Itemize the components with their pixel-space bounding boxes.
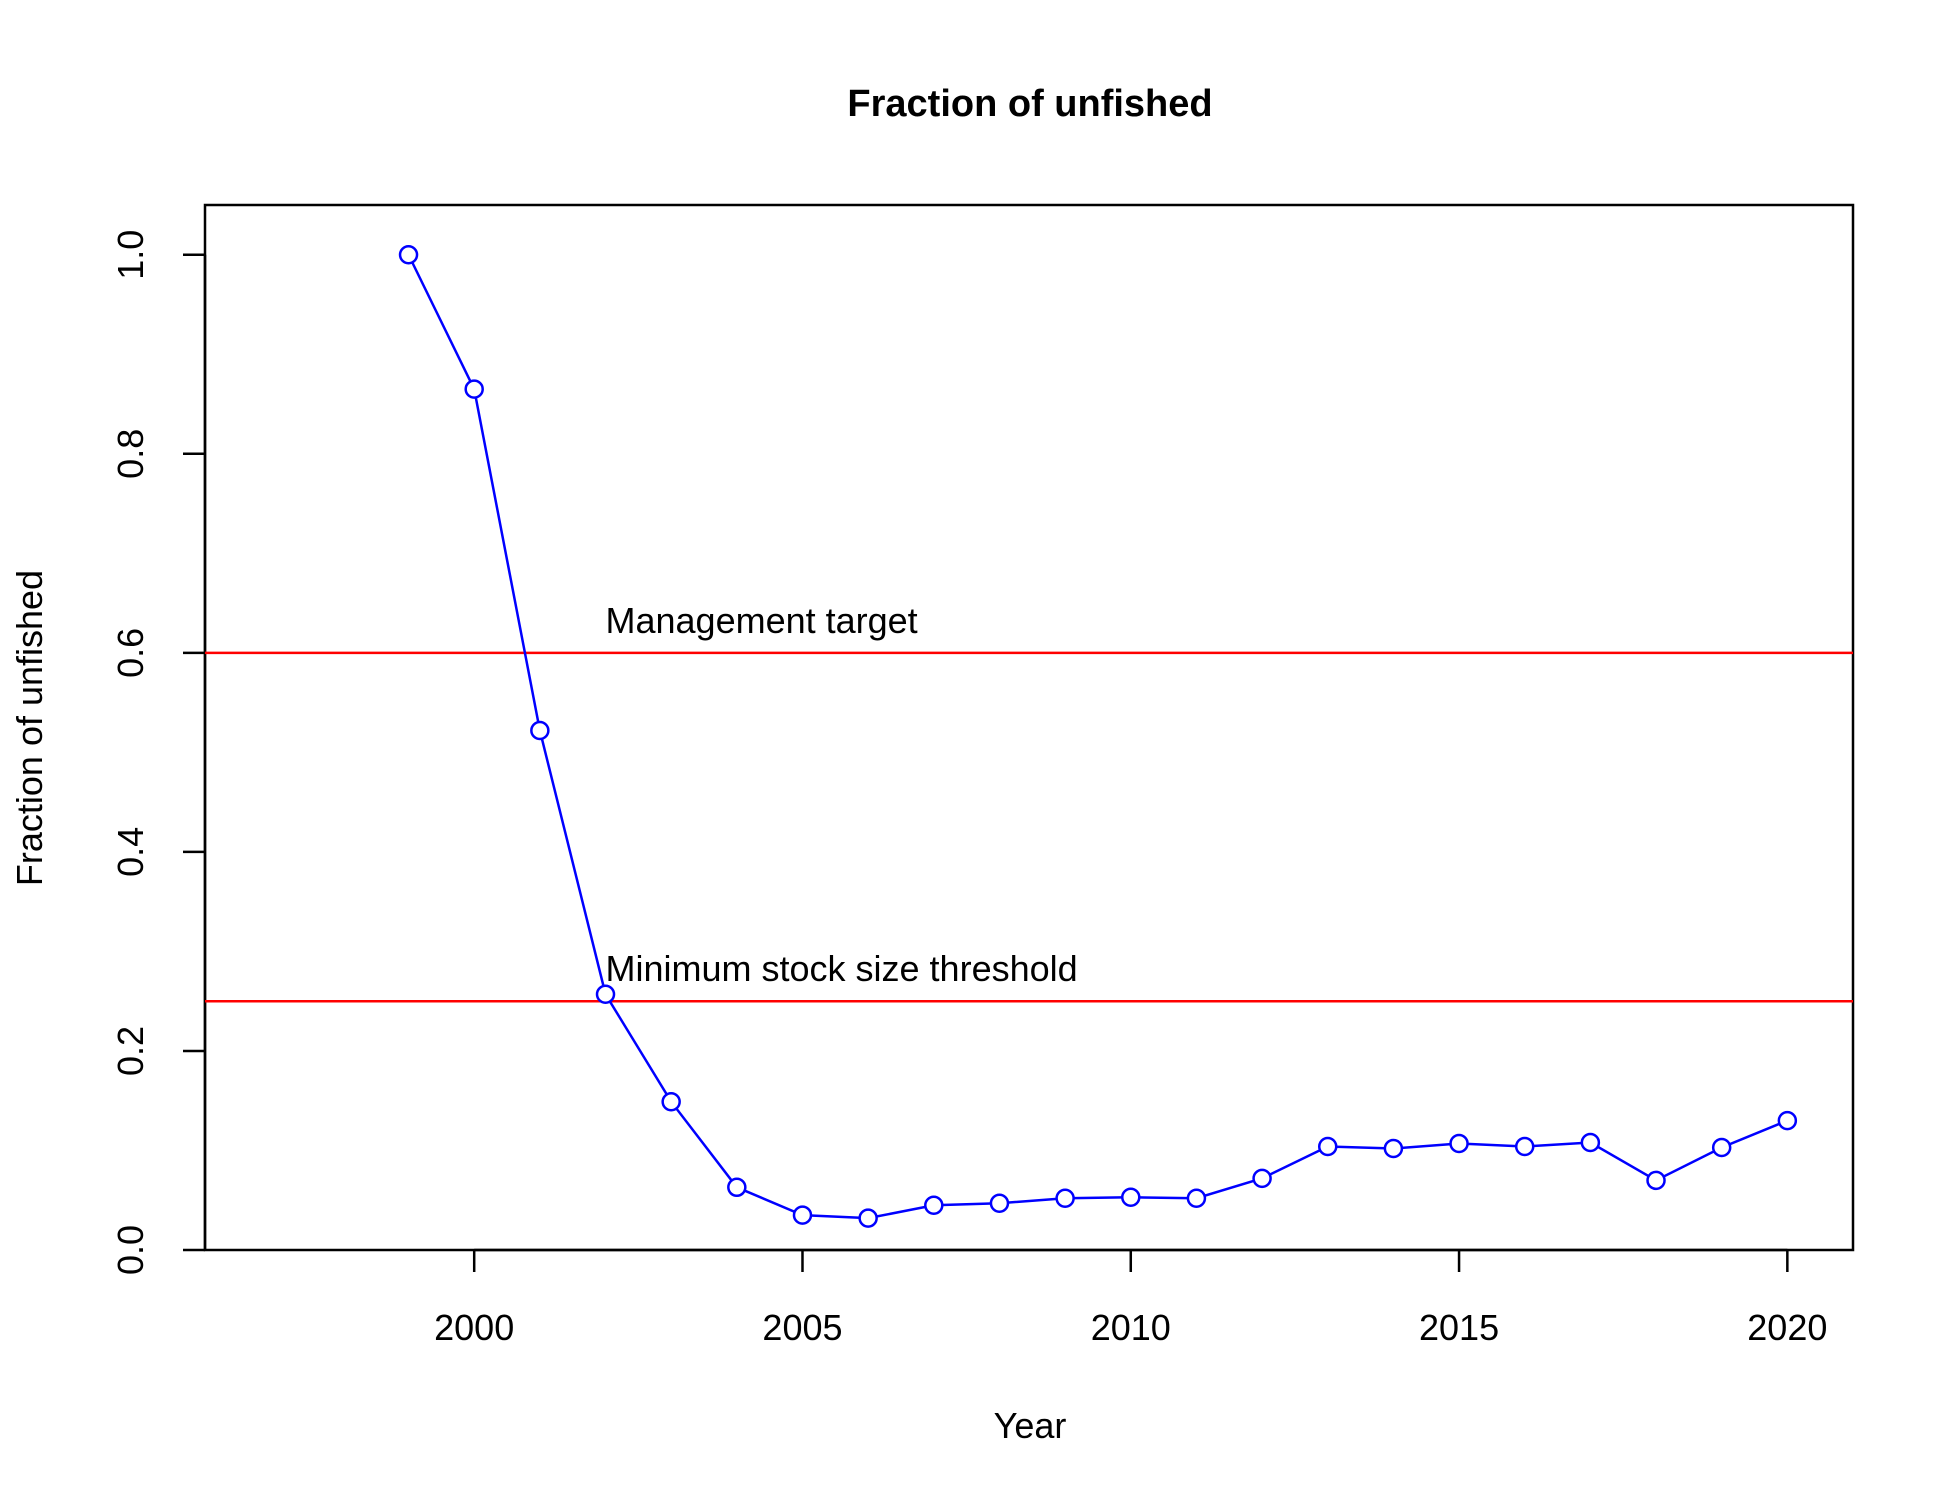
y-axis-label: Fraction of unfished [9,570,50,886]
x-tick-label: 2020 [1747,1307,1827,1348]
x-axis-label: Year [994,1405,1067,1446]
reference-line-label: Minimum stock size threshold [606,948,1078,989]
x-tick-label: 2010 [1091,1307,1171,1348]
data-point [1449,1133,1469,1154]
data-point [1055,1188,1075,1208]
data-point [1514,1136,1535,1157]
y-tick-label: 0.2 [110,1026,151,1076]
data-point [1383,1138,1404,1159]
data-point [989,1193,1010,1213]
data-point [595,984,616,1004]
y-tick-label: 1.0 [110,230,151,280]
reference-lines: Management target Minimum stock size thre… [205,600,1853,1003]
data-point [858,1208,878,1228]
data-point [1580,1132,1601,1153]
x-tick-label: 2015 [1419,1307,1499,1348]
reference-line-label: Management target [606,600,918,641]
plot-frame [203,203,1855,1252]
data-point [792,1205,813,1225]
chart-title: Fraction of unfished [847,83,1212,125]
data-point [1646,1170,1666,1191]
data-point [661,1091,681,1112]
y-tick-label: 0.8 [110,429,151,479]
data-point [464,379,484,399]
data-point [1186,1188,1207,1208]
y-axis: 0.0 0.2 0.4 0.6 0.8 1.0 [110,230,207,1275]
data-point [398,245,419,265]
series-line [407,254,1788,1220]
data-point [1121,1187,1141,1208]
data-point [530,720,550,741]
y-tick-label: 0.4 [110,827,151,877]
y-tick-label: 0.6 [110,628,151,678]
y-tick-label: 0.0 [110,1225,151,1275]
data-point [1711,1137,1732,1158]
data-point [1317,1136,1338,1157]
data-point [1777,1110,1798,1131]
data-series [398,245,1798,1228]
x-axis: 2000 2005 2010 2015 2020 [434,1248,1827,1348]
data-point [727,1177,747,1198]
x-tick-label: 2000 [434,1307,514,1348]
data-point [924,1195,944,1215]
data-point [1252,1168,1272,1189]
x-tick-label: 2005 [762,1307,842,1348]
